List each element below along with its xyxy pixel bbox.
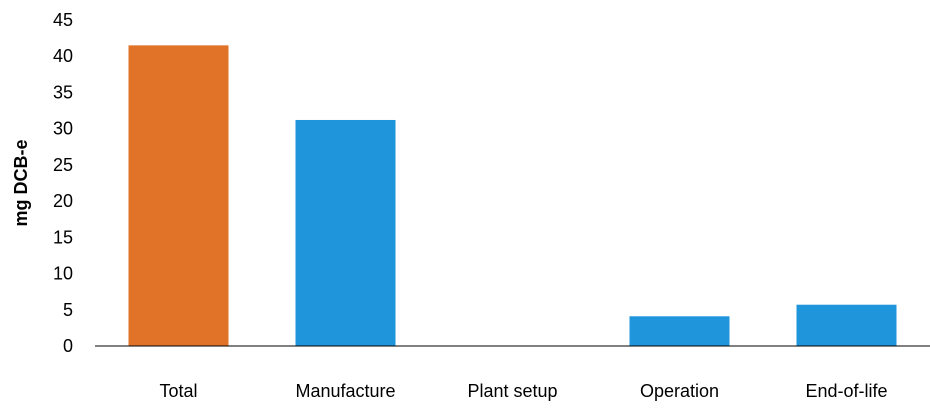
- bar: [128, 45, 229, 346]
- y-tick-label: 30: [53, 119, 73, 139]
- y-tick-label: 25: [53, 155, 73, 175]
- y-tick-label: 35: [53, 82, 73, 102]
- category-label: Total: [159, 381, 197, 401]
- category-label: End-of-life: [805, 381, 887, 401]
- category-label: Manufacture: [295, 381, 395, 401]
- y-tick-label: 10: [53, 264, 73, 284]
- bar: [295, 119, 396, 347]
- category-label: Operation: [640, 381, 719, 401]
- y-tick-labels: 0 5 10 15 20 25 30 35 40 45: [53, 10, 73, 356]
- y-axis-title: mg DCB-e: [11, 139, 31, 226]
- y-tick-label: 20: [53, 191, 73, 211]
- y-tick-label: 0: [63, 336, 73, 356]
- bar: [796, 304, 897, 346]
- y-tick-label: 5: [63, 300, 73, 320]
- bar: [629, 316, 730, 346]
- category-labels: Total Manufacture Plant setup Operation End-…: [159, 381, 887, 401]
- bars: [128, 45, 897, 347]
- y-tick-label: 45: [53, 10, 73, 30]
- category-label: Plant setup: [467, 381, 557, 401]
- y-tick-label: 40: [53, 46, 73, 66]
- y-tick-label: 15: [53, 227, 73, 247]
